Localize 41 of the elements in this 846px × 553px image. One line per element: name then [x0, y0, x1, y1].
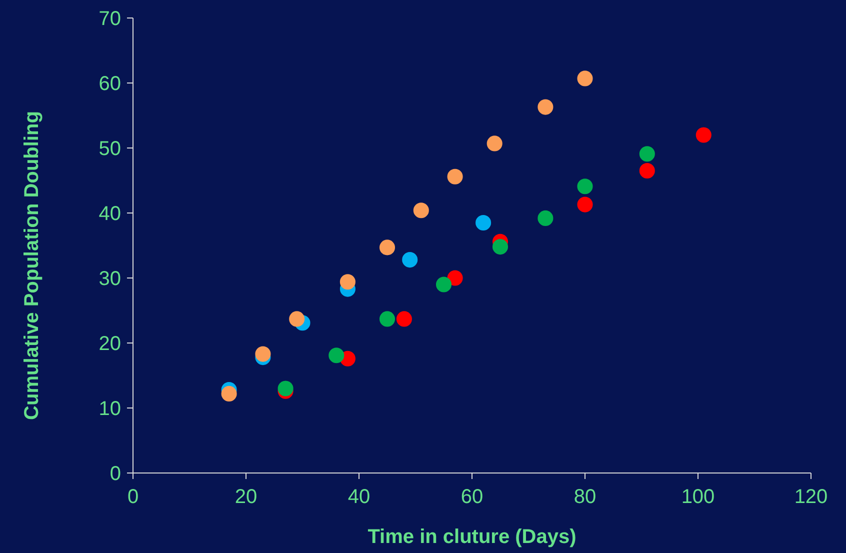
y-axis-title: Cumulative Population Doubling [21, 111, 43, 420]
point [639, 162, 655, 179]
point [413, 202, 429, 218]
point [379, 240, 396, 256]
point [447, 168, 463, 184]
point [402, 252, 418, 268]
point [340, 274, 356, 290]
x-tick-label: 40 [348, 486, 370, 508]
point [577, 196, 593, 212]
point [577, 70, 593, 86]
point [492, 239, 508, 255]
point [396, 311, 412, 327]
x-tick-label: 0 [127, 486, 139, 508]
y-tick-label: 40 [98, 203, 121, 225]
x-tick-label: 120 [794, 486, 828, 508]
point [289, 311, 305, 327]
y-tick-label: 50 [98, 138, 121, 160]
point [577, 178, 593, 194]
point [696, 127, 712, 143]
point [328, 348, 344, 364]
point [447, 270, 463, 286]
point [255, 346, 271, 362]
x-tick-label: 60 [460, 486, 484, 508]
y-tick-label: 10 [98, 398, 121, 420]
y-tick-label: 30 [98, 268, 121, 290]
point [486, 136, 502, 152]
point [639, 146, 655, 162]
y-tick-label: 70 [98, 8, 121, 30]
x-tick-label: 80 [574, 486, 596, 508]
point [538, 210, 554, 226]
x-tick-label: 20 [234, 486, 258, 508]
x-tick-label: 100 [681, 486, 715, 508]
point [379, 311, 396, 327]
point [436, 276, 452, 292]
y-tick-label: 60 [98, 73, 121, 95]
point [476, 214, 492, 231]
x-axis-title: Time in cluture (Days) [368, 526, 576, 548]
y-tick-label: 20 [98, 333, 121, 355]
point [538, 99, 554, 115]
y-tick-label: 0 [110, 463, 121, 485]
point [221, 386, 237, 402]
